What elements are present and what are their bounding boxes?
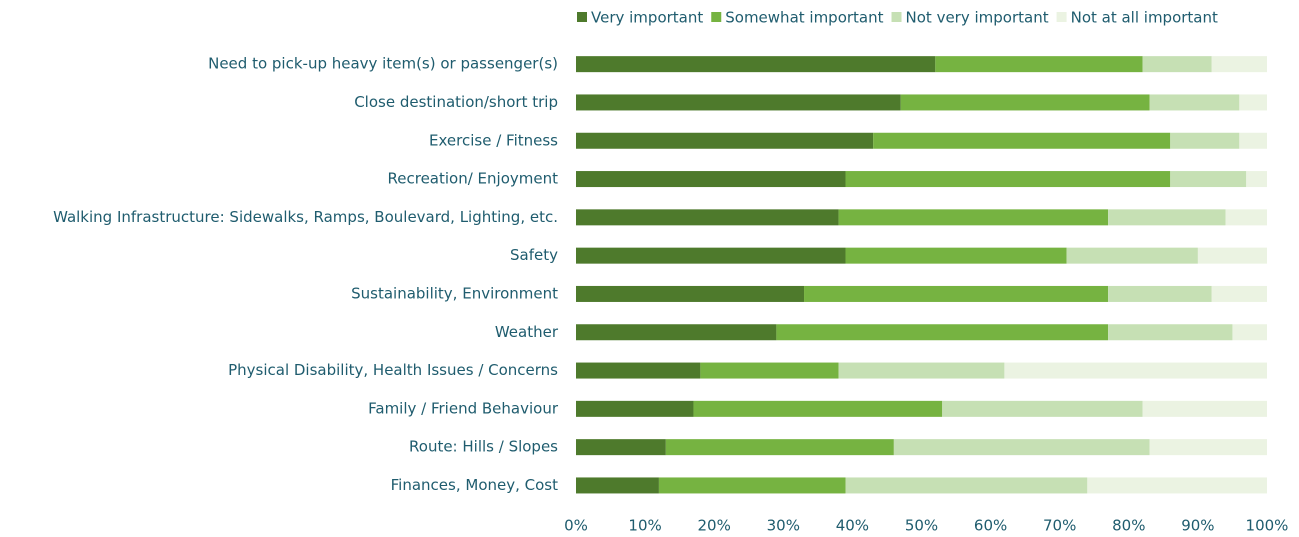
bar-segment bbox=[1066, 247, 1198, 264]
y-tick-label: Close destination/short trip bbox=[354, 93, 558, 111]
x-tick-label: 100% bbox=[1246, 517, 1289, 535]
legend-swatch bbox=[891, 12, 902, 22]
bar-segment bbox=[1149, 94, 1240, 111]
bar-segment bbox=[1142, 400, 1267, 417]
bar-segment bbox=[1239, 132, 1267, 149]
y-tick-label: Safety bbox=[510, 246, 558, 264]
bar-segment bbox=[576, 285, 805, 302]
y-tick-label: Need to pick-up heavy item(s) or passeng… bbox=[208, 55, 558, 73]
bar-segment bbox=[942, 400, 1143, 417]
bar-segment bbox=[1225, 209, 1267, 226]
x-tick-label: 60% bbox=[974, 517, 1007, 535]
x-tick-label: 20% bbox=[698, 517, 731, 535]
y-tick-label: Walking Infrastructure: Sidewalks, Ramps… bbox=[53, 208, 558, 226]
bar-segment bbox=[1232, 324, 1267, 341]
bar-segment bbox=[1108, 285, 1212, 302]
bar-segment bbox=[1239, 94, 1267, 111]
bar-segment bbox=[576, 439, 666, 456]
bar-segment bbox=[576, 400, 694, 417]
bar-segment bbox=[845, 171, 1171, 188]
legend-label: Very important bbox=[591, 9, 703, 27]
bar-segment bbox=[845, 247, 1067, 264]
bar-segment bbox=[576, 324, 777, 341]
legend-swatch bbox=[1056, 12, 1067, 22]
x-tick-label: 30% bbox=[767, 517, 800, 535]
bar-segment bbox=[576, 247, 846, 264]
x-tick-label: 80% bbox=[1112, 517, 1145, 535]
bar-segment bbox=[935, 56, 1143, 73]
y-tick-label: Sustainability, Environment bbox=[351, 284, 558, 302]
y-tick-label: Weather bbox=[495, 323, 559, 341]
bar-segment bbox=[576, 56, 936, 73]
bar-segment bbox=[1197, 247, 1267, 264]
bar-segment bbox=[1004, 362, 1267, 379]
bar-segment bbox=[700, 362, 839, 379]
bar-segment bbox=[1211, 285, 1267, 302]
bar-segment bbox=[804, 285, 1109, 302]
x-tick-label: 90% bbox=[1181, 517, 1214, 535]
bar-segment bbox=[576, 477, 659, 494]
bar-segment bbox=[1170, 132, 1240, 149]
x-tick-label: 50% bbox=[905, 517, 938, 535]
bar-segment bbox=[1142, 56, 1212, 73]
bar-segment bbox=[576, 171, 846, 188]
bar-segment bbox=[1087, 477, 1267, 494]
legend-label: Not very important bbox=[906, 9, 1049, 27]
y-tick-label: Physical Disability, Health Issues / Con… bbox=[228, 361, 558, 379]
bar-segment bbox=[776, 324, 1109, 341]
bar-segment bbox=[1170, 171, 1247, 188]
x-tick-label: 40% bbox=[836, 517, 869, 535]
y-tick-label: Finances, Money, Cost bbox=[391, 476, 558, 494]
bar-segment bbox=[576, 132, 874, 149]
y-tick-label: Exercise / Fitness bbox=[429, 131, 558, 149]
bar-segment bbox=[838, 362, 1005, 379]
x-tick-label: 0% bbox=[564, 517, 588, 535]
bar-segment bbox=[900, 94, 1150, 111]
bar-segment bbox=[893, 439, 1150, 456]
y-tick-label: Family / Friend Behaviour bbox=[368, 399, 559, 417]
bar-segment bbox=[576, 209, 839, 226]
bar-segment bbox=[838, 209, 1109, 226]
legend-swatch bbox=[711, 12, 722, 22]
bar-segment bbox=[576, 362, 701, 379]
bar-segment bbox=[693, 400, 943, 417]
x-tick-label: 70% bbox=[1043, 517, 1076, 535]
bar-segment bbox=[1211, 56, 1267, 73]
x-tick-label: 10% bbox=[628, 517, 661, 535]
bar-segment bbox=[845, 477, 1088, 494]
bar-segment bbox=[1246, 171, 1267, 188]
bar-segment bbox=[1149, 439, 1267, 456]
y-tick-label: Recreation/ Enjoyment bbox=[388, 170, 559, 188]
bar-segment bbox=[1108, 209, 1226, 226]
legend-label: Not at all important bbox=[1071, 9, 1218, 27]
bar-segment bbox=[1108, 324, 1233, 341]
legend-swatch bbox=[577, 12, 587, 22]
bar-segment bbox=[576, 94, 901, 111]
legend-label: Somewhat important bbox=[725, 9, 883, 27]
bar-segment bbox=[658, 477, 846, 494]
bar-segment bbox=[873, 132, 1171, 149]
bar-segment bbox=[665, 439, 894, 456]
y-tick-label: Route: Hills / Slopes bbox=[409, 438, 558, 456]
